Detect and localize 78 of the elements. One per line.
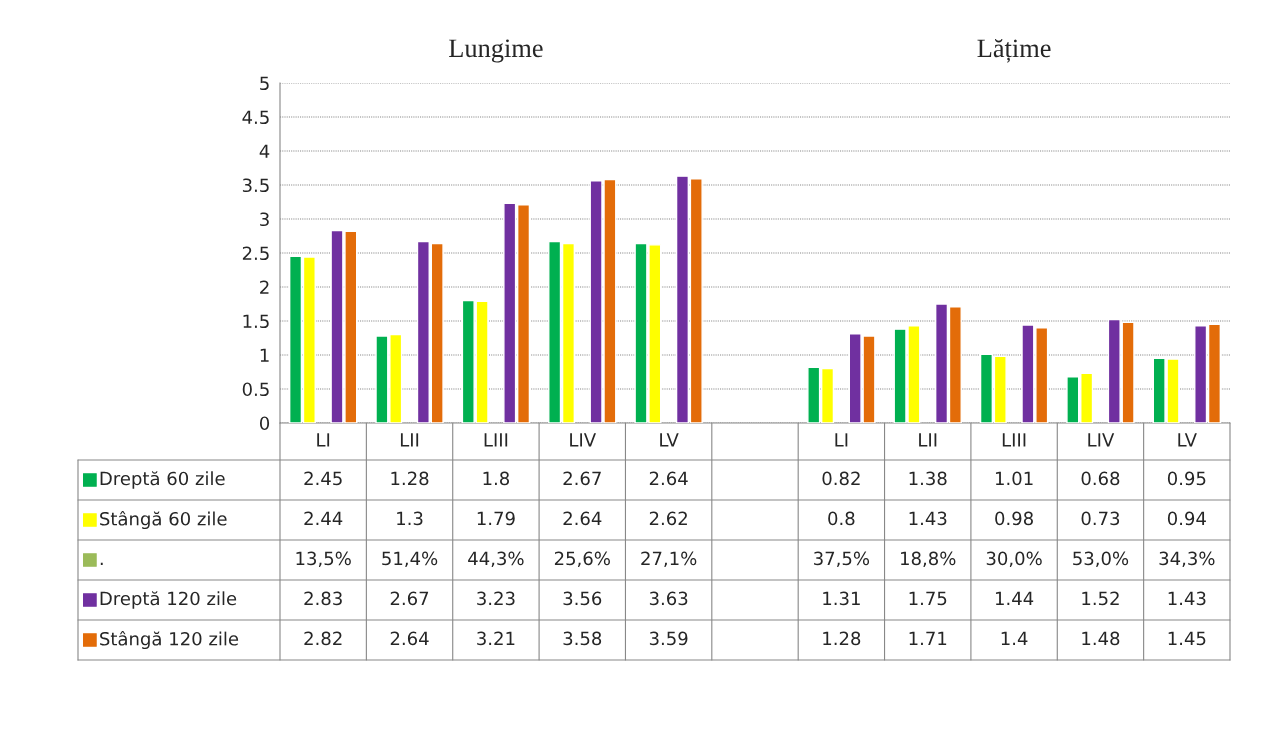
text: Lungime bbox=[449, 39, 543, 63]
data-label: 1.28 bbox=[823, 631, 861, 646]
y-tick-label: 0.5 bbox=[242, 382, 269, 397]
data-label: 2.45 bbox=[304, 471, 342, 486]
data-label: 0.8 bbox=[828, 511, 855, 526]
legend-label: Stângă 60 zile bbox=[100, 510, 227, 530]
x-tick-label: LV bbox=[660, 433, 679, 447]
text: 51,4% bbox=[382, 551, 438, 568]
text: 37,5% bbox=[814, 551, 870, 568]
data-label: 1.44 bbox=[995, 591, 1034, 605]
data-label: 2.44 bbox=[304, 511, 343, 525]
x-tick-label: LII bbox=[919, 433, 937, 447]
data-label: 3.23 bbox=[477, 591, 515, 606]
data-label: 1.3 bbox=[397, 511, 423, 526]
data-label: 0.82 bbox=[822, 471, 860, 486]
x-tick-label: LIV bbox=[570, 433, 596, 447]
data-label: 0.94 bbox=[1167, 511, 1206, 526]
data-label: 1.52 bbox=[1082, 591, 1119, 606]
legend-label: . bbox=[100, 562, 103, 565]
x-tick-label: LV bbox=[1178, 433, 1197, 447]
y-tick-label: 3.5 bbox=[242, 178, 269, 193]
y-tick-label: 5 bbox=[260, 76, 269, 91]
data-label: 1.75 bbox=[909, 591, 947, 606]
data-label: 0.98 bbox=[995, 511, 1033, 526]
data-label: 1.28 bbox=[391, 471, 429, 486]
y-tick-label: 4.5 bbox=[242, 110, 269, 125]
data-label: 1.79 bbox=[477, 511, 515, 526]
data-label: 1.31 bbox=[823, 591, 860, 606]
text: 13,5% bbox=[296, 551, 351, 568]
data-label: 1.43 bbox=[1168, 591, 1206, 606]
data-label: 0.68 bbox=[1081, 471, 1120, 486]
x-tick-label: LII bbox=[400, 433, 419, 447]
data-label: 3.56 bbox=[563, 591, 602, 606]
x-tick-label: LI bbox=[317, 433, 330, 447]
data-label: 1.01 bbox=[995, 471, 1033, 486]
data-label: 3.63 bbox=[649, 591, 688, 606]
data-label: 1.71 bbox=[909, 631, 947, 645]
legend-label: Dreptă 120 zile bbox=[100, 591, 237, 609]
data-label: 2.82 bbox=[304, 631, 342, 646]
data-label: 1.8 bbox=[483, 471, 510, 486]
data-label: 1.45 bbox=[1168, 631, 1206, 646]
y-tick-label: 1 bbox=[260, 348, 269, 362]
data-label: 1.4 bbox=[1001, 631, 1028, 645]
text: 27,1% bbox=[641, 551, 697, 568]
data-label: 3.59 bbox=[649, 631, 688, 646]
y-tick-label: 0 bbox=[259, 416, 270, 431]
y-tick-label: 3 bbox=[260, 212, 269, 227]
x-tick-label: LIV bbox=[1088, 433, 1115, 447]
data-label: 2.83 bbox=[304, 591, 342, 606]
data-label: 2.64 bbox=[563, 511, 602, 526]
data-label: 0.95 bbox=[1167, 471, 1206, 486]
text: 30,0% bbox=[986, 551, 1042, 568]
y-tick-label: 4 bbox=[259, 144, 270, 158]
data-label: 3.21 bbox=[477, 631, 515, 646]
text: 44,3% bbox=[468, 551, 524, 568]
text: 53,0% bbox=[1073, 551, 1129, 568]
data-label: 0.73 bbox=[1081, 511, 1120, 526]
text: 34,3% bbox=[1159, 551, 1215, 568]
data-label: 3.58 bbox=[563, 631, 602, 646]
x-tick-label: LIII bbox=[484, 433, 508, 447]
data-label: 1.43 bbox=[909, 511, 947, 526]
data-label: 2.62 bbox=[649, 511, 687, 526]
data-label: 2.67 bbox=[390, 591, 429, 606]
y-tick-label: 2.5 bbox=[242, 246, 269, 261]
y-tick-label: 2 bbox=[260, 280, 269, 294]
data-label: 1.38 bbox=[909, 471, 947, 486]
x-tick-label: LI bbox=[835, 433, 848, 447]
x-tick-label: LIII bbox=[1002, 433, 1026, 447]
data-label: 2.64 bbox=[390, 631, 429, 646]
y-tick-label: 1.5 bbox=[243, 314, 269, 329]
legend-label: Dreptă 60 zile bbox=[100, 471, 225, 489]
text: 25,6% bbox=[554, 551, 610, 568]
data-label: 2.67 bbox=[563, 471, 601, 486]
text: 18,8% bbox=[901, 551, 956, 568]
data-label: 1.48 bbox=[1082, 631, 1120, 646]
legend-label: Stângă 120 zile bbox=[100, 630, 239, 650]
text: Lățime bbox=[977, 38, 1051, 63]
data-label: 2.64 bbox=[649, 471, 688, 486]
